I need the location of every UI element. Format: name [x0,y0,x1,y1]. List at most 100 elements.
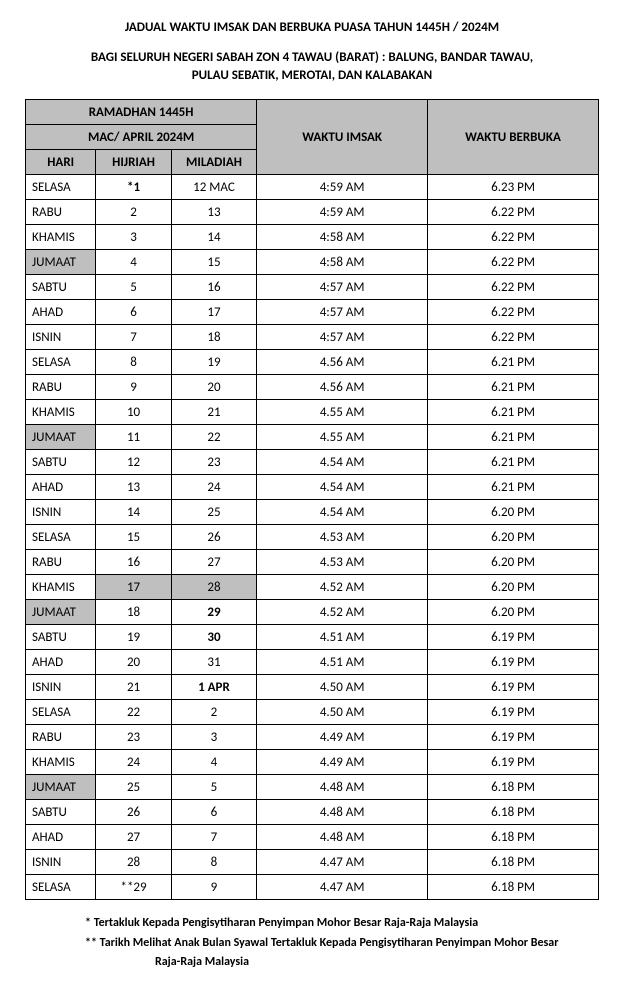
cell-hari: SELASA [26,525,96,550]
table-row: RABU2134:59 AM6.22 PM [26,200,599,225]
cell-berbuka: 6.22 PM [428,200,599,225]
table-row: RABU9204.56 AM6.21 PM [26,375,599,400]
cell-imsak: 4:57 AM [257,300,428,325]
cell-hari: ISNIN [26,500,96,525]
cell-berbuka: 6.19 PM [428,650,599,675]
cell-miladiah: 27 [171,550,256,575]
cell-hijriah: 14 [96,500,171,525]
cell-berbuka: 6.20 PM [428,575,599,600]
cell-hijriah: 8 [96,350,171,375]
cell-hijriah: 24 [96,750,171,775]
cell-miladiah: 6 [171,800,256,825]
cell-berbuka: 6.22 PM [428,225,599,250]
cell-imsak: 4:57 AM [257,275,428,300]
cell-berbuka: 6.21 PM [428,375,599,400]
cell-hari: AHAD [26,825,96,850]
cell-hijriah: 10 [96,400,171,425]
cell-hari: SELASA [26,350,96,375]
cell-hijriah: 28 [96,850,171,875]
cell-imsak: 4.52 AM [257,600,428,625]
cell-hijriah: 26 [96,800,171,825]
table-row: SELASA2224.50 AM6.19 PM [26,700,599,725]
cell-miladiah: 2 [171,700,256,725]
cell-hari: SELASA [26,875,96,900]
cell-hijriah: 23 [96,725,171,750]
table-row: SABTU2664.48 AM6.18 PM [26,800,599,825]
footnote-3: Raja-Raja Malaysia [85,953,599,972]
cell-hijriah: **29 [96,875,171,900]
cell-miladiah: 4 [171,750,256,775]
footnote-2: ** Tarikh Melihat Anak Bulan Syawal Tert… [85,934,599,953]
cell-berbuka: 6.22 PM [428,325,599,350]
header-mac-april: MAC/ APRIL 2024M [26,125,257,150]
table-row: AHAD20314.51 AM6.19 PM [26,650,599,675]
cell-imsak: 4.55 AM [257,400,428,425]
table-row: SELASA**2994.47 AM6.18 PM [26,875,599,900]
cell-imsak: 4.48 AM [257,825,428,850]
cell-hijriah: 21 [96,675,171,700]
cell-hijriah: 9 [96,375,171,400]
cell-berbuka: 6.18 PM [428,775,599,800]
cell-berbuka: 6.22 PM [428,300,599,325]
cell-miladiah: 26 [171,525,256,550]
cell-hari: ISNIN [26,675,96,700]
cell-hari: SABTU [26,625,96,650]
header-hijriah: HIJRIAH [96,150,171,175]
schedule-table: RAMADHAN 1445H WAKTU IMSAK WAKTU BERBUKA… [25,99,599,900]
table-row: SABTU5164:57 AM6.22 PM [26,275,599,300]
subtitle-line1: BAGI SELURUH NEGERI SABAH ZON 4 TAWAU (B… [91,50,533,65]
cell-miladiah: 14 [171,225,256,250]
cell-hari: AHAD [26,300,96,325]
cell-miladiah: 20 [171,375,256,400]
cell-imsak: 4:58 AM [257,250,428,275]
cell-hari: JUMAAT [26,775,96,800]
cell-imsak: 4.53 AM [257,525,428,550]
cell-miladiah: 28 [171,575,256,600]
cell-berbuka: 6.18 PM [428,850,599,875]
cell-imsak: 4:59 AM [257,200,428,225]
cell-hari: SABTU [26,450,96,475]
cell-imsak: 4.50 AM [257,700,428,725]
cell-berbuka: 6.19 PM [428,700,599,725]
cell-hijriah: 6 [96,300,171,325]
cell-miladiah: 1 APR [171,675,256,700]
cell-hari: KHAMIS [26,400,96,425]
cell-berbuka: 6.21 PM [428,400,599,425]
table-row: AHAD6174:57 AM6.22 PM [26,300,599,325]
cell-imsak: 4.54 AM [257,475,428,500]
cell-hari: AHAD [26,475,96,500]
cell-miladiah: 7 [171,825,256,850]
table-row: JUMAAT18294.52 AM6.20 PM [26,600,599,625]
header-hari: HARI [26,150,96,175]
cell-hari: JUMAAT [26,600,96,625]
cell-imsak: 4.53 AM [257,550,428,575]
cell-imsak: 4.56 AM [257,350,428,375]
table-row: ISNIN7184:57 AM6.22 PM [26,325,599,350]
cell-berbuka: 6.21 PM [428,450,599,475]
cell-imsak: 4.54 AM [257,500,428,525]
cell-miladiah: 9 [171,875,256,900]
page-subtitle: BAGI SELURUH NEGERI SABAH ZON 4 TAWAU (B… [25,49,599,85]
cell-hijriah: *1 [96,175,171,200]
cell-berbuka: 6.22 PM [428,250,599,275]
cell-hari: ISNIN [26,850,96,875]
cell-hijriah: 4 [96,250,171,275]
cell-berbuka: 6.23 PM [428,175,599,200]
cell-hari: RABU [26,725,96,750]
cell-imsak: 4:57 AM [257,325,428,350]
cell-imsak: 4.48 AM [257,800,428,825]
table-row: KHAMIS17284.52 AM6.20 PM [26,575,599,600]
table-row: KHAMIS3144:58 AM6.22 PM [26,225,599,250]
table-row: SABTU12234.54 AM6.21 PM [26,450,599,475]
cell-hijriah: 5 [96,275,171,300]
cell-imsak: 4.49 AM [257,725,428,750]
cell-imsak: 4.47 AM [257,875,428,900]
cell-hijriah: 12 [96,450,171,475]
cell-berbuka: 6.21 PM [428,425,599,450]
cell-hari: SELASA [26,175,96,200]
cell-miladiah: 30 [171,625,256,650]
cell-hari: RABU [26,550,96,575]
cell-imsak: 4.49 AM [257,750,428,775]
cell-hijriah: 18 [96,600,171,625]
cell-hari: ISNIN [26,325,96,350]
